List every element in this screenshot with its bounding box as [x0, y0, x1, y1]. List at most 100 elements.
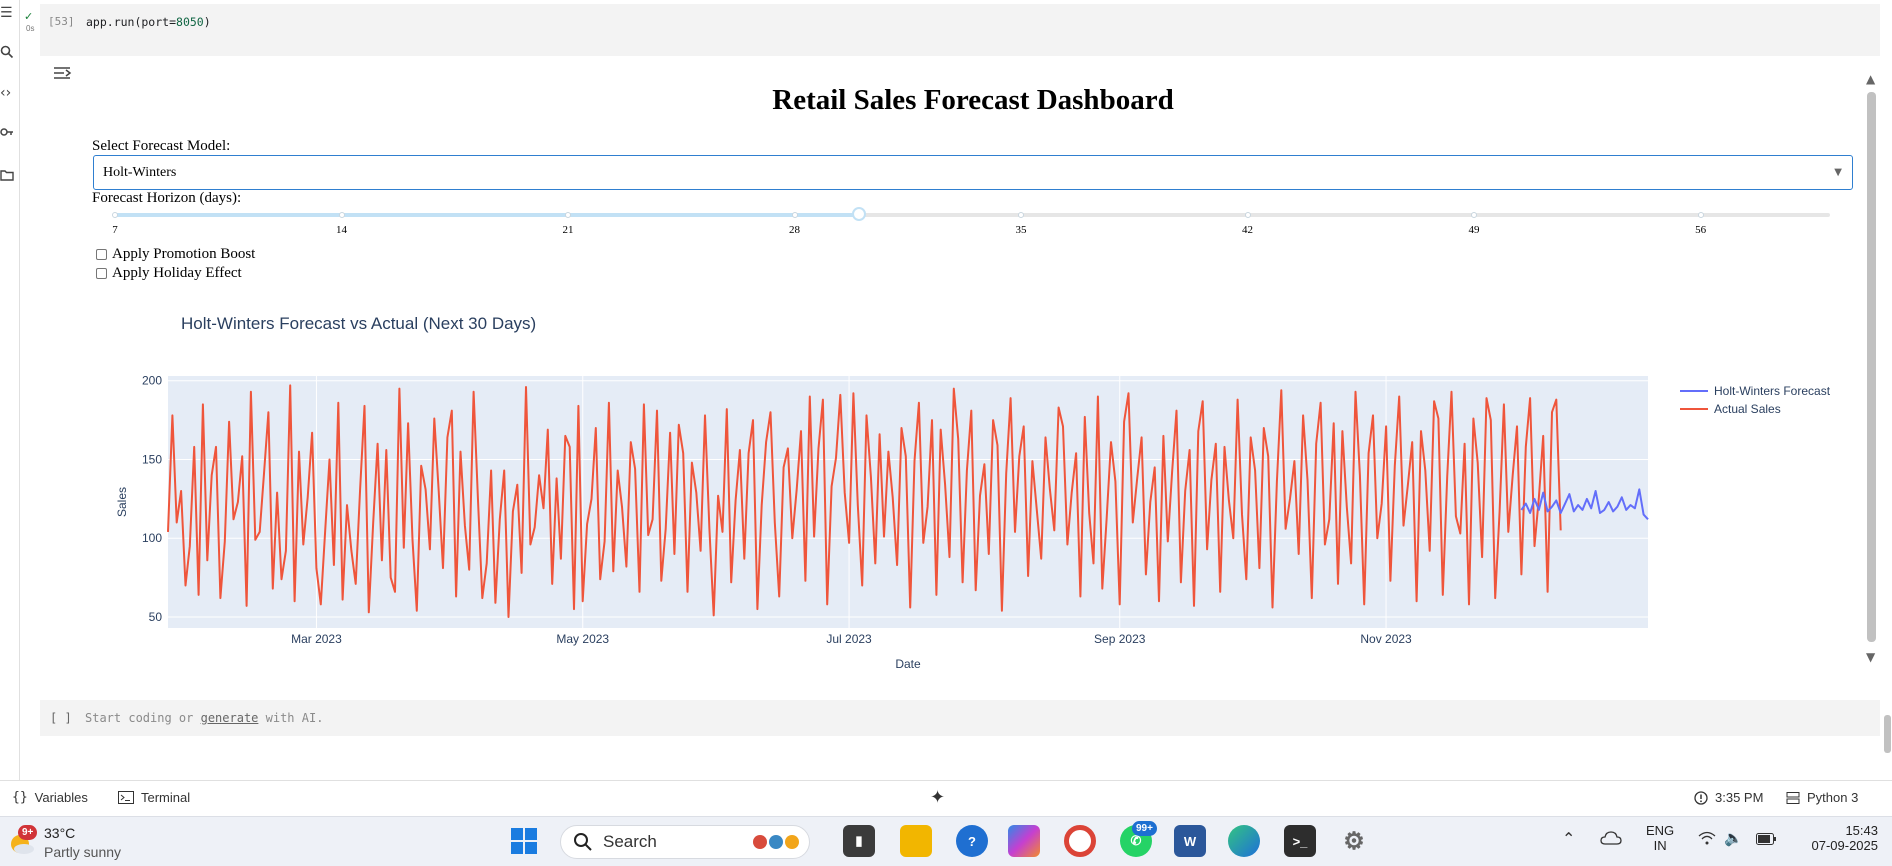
clock-date: 07-09-2025 [1811, 838, 1879, 853]
slider-tick-dot[interactable] [1018, 212, 1025, 218]
promotion-checkbox[interactable] [96, 249, 107, 260]
empty-cell-bracket[interactable]: [ ] [50, 711, 72, 725]
y-tick-label: 200 [142, 374, 162, 388]
slider-tick-dot[interactable] [1244, 212, 1251, 218]
slider-tick-dot[interactable] [112, 212, 118, 218]
code-line[interactable]: app.run(port=8050) [86, 15, 211, 29]
horizon-slider[interactable] [112, 207, 1830, 221]
edge-icon[interactable] [1228, 825, 1260, 857]
chart-title: Holt-Winters Forecast vs Actual (Next 30… [181, 314, 537, 333]
code-icon[interactable]: ‹› [0, 85, 12, 101]
slider-tick-dot[interactable] [1697, 212, 1704, 218]
y-tick-label: 100 [142, 531, 162, 545]
slider-tick-label: 56 [1695, 224, 1707, 236]
chevron-down-icon[interactable]: ▼ [1834, 167, 1842, 178]
status-bar: {} Variables Terminal ✦ 3:35 PM Python 3 [0, 780, 1892, 816]
gemini-icon[interactable]: ✦ [930, 787, 946, 807]
terminal-icon [118, 791, 134, 804]
legend-item[interactable]: Holt-Winters Forecast [1680, 382, 1830, 400]
slider-handle[interactable] [852, 207, 867, 221]
onedrive-icon[interactable] [1600, 831, 1622, 850]
slider-tick-dot[interactable] [338, 212, 345, 218]
output-scrollbar[interactable] [1867, 92, 1876, 642]
temperature[interactable]: 33°C [44, 825, 76, 841]
search-label: Search [603, 832, 657, 851]
code-number: 8050 [176, 15, 204, 29]
file-explorer-icon[interactable] [900, 825, 932, 857]
run-status-icon: ✓ [24, 10, 34, 23]
language-indicator[interactable]: ENG IN [1646, 823, 1674, 853]
dashboard-title: Retail Sales Forecast Dashboard [772, 84, 1174, 116]
model-dropdown[interactable]: Holt-Winters ▼ [93, 155, 1853, 190]
exec-time-indicator[interactable]: 3:35 PM [1694, 790, 1763, 805]
server-icon [1786, 791, 1800, 804]
volume-icon[interactable]: 🔈 [1724, 829, 1743, 847]
code-cell[interactable] [40, 4, 1880, 56]
empty-code-cell[interactable] [40, 700, 1880, 736]
x-tick-label: Nov 2023 [1360, 632, 1412, 646]
promotion-checkbox-row[interactable]: Apply Promotion Boost [96, 246, 255, 263]
clock-time: 15:43 [1845, 823, 1878, 838]
legend-label: Actual Sales [1714, 402, 1781, 416]
series-line-actual-sales[interactable] [167, 384, 1562, 618]
horizon-label: Forecast Horizon (days): [92, 190, 242, 206]
settings-gear-icon[interactable]: ⚙ [1343, 827, 1365, 855]
terminal-button[interactable]: Terminal [118, 790, 190, 805]
x-tick-label: Sep 2023 [1094, 632, 1146, 646]
kernel-label: Python 3 [1807, 790, 1859, 805]
language-label: ENG [1646, 823, 1675, 838]
word-icon[interactable]: W [1174, 825, 1206, 857]
windows-start-icon[interactable] [508, 825, 540, 857]
task-view-icon[interactable]: ▮ [843, 825, 875, 857]
empty-cell-hint[interactable]: Start coding or generate with AI. [85, 711, 323, 725]
model-value: Holt-Winters [103, 165, 177, 180]
slider-tick-label: 42 [1242, 224, 1254, 236]
copilot-icon[interactable] [1008, 825, 1040, 857]
terminal-label: Terminal [141, 790, 191, 805]
terminal-app-icon[interactable]: >_ [1284, 825, 1316, 857]
output-toggle-icon[interactable] [52, 64, 74, 82]
promotion-label: Apply Promotion Boost [112, 246, 256, 262]
slider-tick-label: 7 [112, 224, 118, 236]
scroll-up-icon[interactable]: ▲ [1866, 72, 1876, 86]
folder-icon[interactable] [0, 168, 18, 186]
hint-text-end: with AI. [258, 711, 324, 725]
slider-rail[interactable] [115, 213, 1830, 217]
search-icon[interactable] [0, 45, 18, 63]
holiday-checkbox[interactable] [96, 268, 107, 279]
taskbar-search[interactable]: Search [560, 825, 810, 859]
chevron-up-icon[interactable]: ⌃ [1562, 829, 1576, 848]
clock[interactable]: 15:43 07-09-2025 [1812, 823, 1879, 853]
x-tick-label: May 2023 [556, 632, 609, 646]
legend-item[interactable]: Actual Sales [1680, 400, 1830, 418]
hint-text: Start coding or [85, 711, 201, 725]
wifi-icon[interactable] [1698, 831, 1716, 850]
weather-badge: 9+ [18, 825, 38, 840]
generate-link[interactable]: generate [200, 711, 259, 725]
region-label: IN [1653, 838, 1667, 853]
page-scrollbar[interactable] [1884, 715, 1891, 753]
sales-chart[interactable]: Mar 2023 May 2023 Jul 2023 Sep 2023 Nov 2023… [110, 360, 1670, 680]
x-tick-label: Jul 2023 [826, 632, 872, 646]
search-icon [574, 833, 592, 851]
kernel-button[interactable]: Python 3 [1786, 790, 1858, 805]
feedback-app-icon[interactable]: ? [956, 825, 988, 857]
exec-time: 0s [26, 24, 35, 33]
weather-text[interactable]: Partly sunny [44, 844, 122, 860]
slider-tick-dot[interactable] [1471, 212, 1478, 218]
variables-button[interactable]: {} Variables [12, 790, 88, 805]
series-line-holt-winters-forecast[interactable] [1520, 488, 1649, 520]
exec-time-label: 3:35 PM [1715, 790, 1764, 805]
code-text: app.run(port= [86, 15, 177, 29]
chrome-icon[interactable] [1064, 825, 1096, 857]
key-icon[interactable] [0, 125, 18, 143]
menu-icon[interactable]: ☰ [0, 5, 13, 21]
slider-tick-dot[interactable] [791, 212, 798, 218]
x-axis-label: Date [895, 657, 921, 671]
slider-tick-dot[interactable] [565, 212, 572, 218]
scroll-down-icon[interactable]: ▼ [1866, 650, 1876, 664]
exec-count[interactable]: [53] [48, 15, 75, 28]
holiday-checkbox-row[interactable]: Apply Holiday Effect [96, 265, 242, 282]
battery-icon[interactable] [1756, 832, 1776, 850]
chart-legend[interactable]: Holt-Winters Forecast Actual Sales [1680, 382, 1830, 418]
